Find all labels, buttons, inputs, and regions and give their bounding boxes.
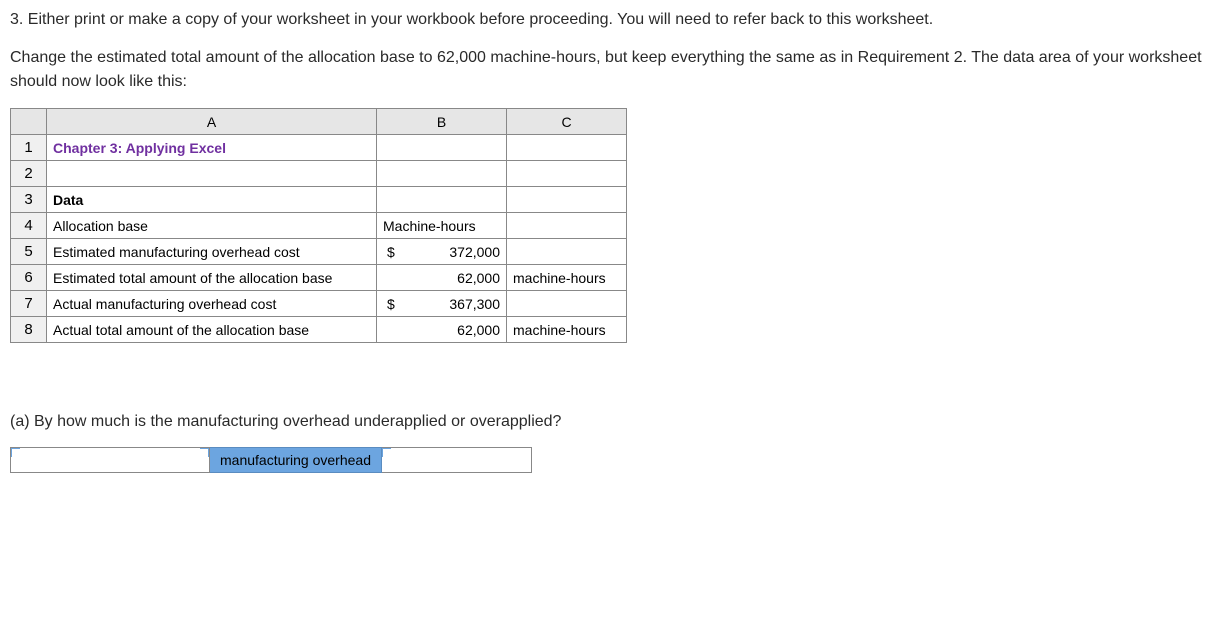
table-row: 7 Actual manufacturing overhead cost $ 3…: [11, 291, 627, 317]
instruction-step-3: 3. Either print or make a copy of your w…: [10, 8, 1210, 32]
cell-a6: Estimated total amount of the allocation…: [47, 265, 377, 291]
col-header-b: B: [377, 109, 507, 135]
cell-b1: [377, 135, 507, 161]
cell-c5: [507, 239, 627, 265]
cell-c1: [507, 135, 627, 161]
table-row: 6 Estimated total amount of the allocati…: [11, 265, 627, 291]
row-number: 1: [11, 135, 47, 161]
col-header-a: A: [47, 109, 377, 135]
cell-b4: Machine-hours: [377, 213, 507, 239]
cell-c6: machine-hours: [507, 265, 627, 291]
answer-label: manufacturing overhead: [210, 447, 382, 473]
cell-c3: [507, 187, 627, 213]
cell-a8: Actual total amount of the allocation ba…: [47, 317, 377, 343]
table-row: 3 Data: [11, 187, 627, 213]
cell-b2: [377, 161, 507, 187]
cell-a3: Data: [47, 187, 377, 213]
cell-b8: 62,000: [377, 317, 507, 343]
cell-c8: machine-hours: [507, 317, 627, 343]
instruction-change: Change the estimated total amount of the…: [10, 46, 1210, 94]
row-number: 3: [11, 187, 47, 213]
answer-input-row: manufacturing overhead: [10, 447, 1210, 473]
corner-cell: [11, 109, 47, 135]
table-row: 4 Allocation base Machine-hours: [11, 213, 627, 239]
worksheet-table: A B C 1 Chapter 3: Applying Excel 2 3 Da…: [10, 108, 627, 343]
question-a-text: (a) By how much is the manufacturing ove…: [10, 413, 1210, 431]
currency-symbol: $: [387, 244, 395, 260]
cell-a7: Actual manufacturing overhead cost: [47, 291, 377, 317]
currency-symbol: $: [387, 296, 395, 312]
table-row: 5 Estimated manufacturing overhead cost …: [11, 239, 627, 265]
answer-dropdown[interactable]: [10, 447, 210, 473]
cell-a5: Estimated manufacturing overhead cost: [47, 239, 377, 265]
row-number: 6: [11, 265, 47, 291]
answer-amount-input[interactable]: [382, 447, 532, 473]
table-row: 1 Chapter 3: Applying Excel: [11, 135, 627, 161]
cell-a2: [47, 161, 377, 187]
cell-b7: $ 367,300: [377, 291, 507, 317]
column-header-row: A B C: [11, 109, 627, 135]
cell-c7: [507, 291, 627, 317]
row-number: 2: [11, 161, 47, 187]
cell-b5: $ 372,000: [377, 239, 507, 265]
cell-a1: Chapter 3: Applying Excel: [47, 135, 377, 161]
cell-c2: [507, 161, 627, 187]
cell-c4: [507, 213, 627, 239]
currency-value: 367,300: [383, 296, 500, 312]
row-number: 5: [11, 239, 47, 265]
row-number: 7: [11, 291, 47, 317]
cell-b6: 62,000: [377, 265, 507, 291]
table-row: 8 Actual total amount of the allocation …: [11, 317, 627, 343]
row-number: 4: [11, 213, 47, 239]
cell-a4: Allocation base: [47, 213, 377, 239]
col-header-c: C: [507, 109, 627, 135]
cell-b3: [377, 187, 507, 213]
table-row: 2: [11, 161, 627, 187]
row-number: 8: [11, 317, 47, 343]
currency-value: 372,000: [383, 244, 500, 260]
